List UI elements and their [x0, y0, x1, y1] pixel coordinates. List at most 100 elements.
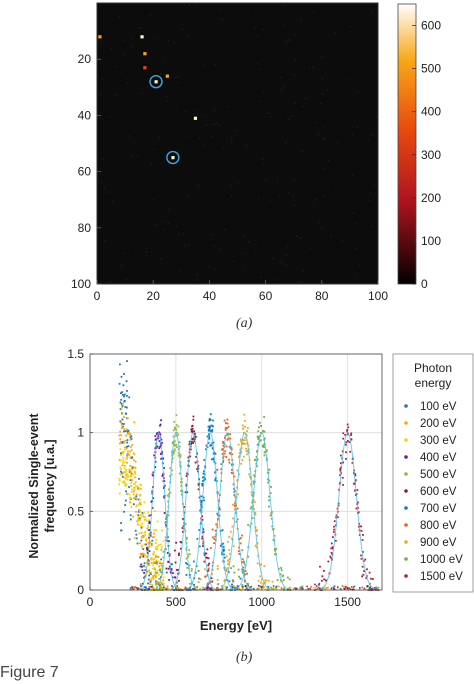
data-point — [260, 578, 263, 581]
data-point — [126, 394, 128, 397]
data-point — [330, 557, 333, 559]
data-point — [139, 510, 141, 513]
data-point — [231, 503, 234, 506]
legend-marker-200-eV — [404, 421, 408, 425]
noise-pixel — [287, 118, 290, 121]
noise-pixel — [219, 248, 221, 250]
data-point — [120, 421, 123, 424]
data-point — [195, 455, 198, 458]
data-point — [190, 443, 192, 445]
data-point — [119, 473, 122, 476]
data-point — [121, 404, 124, 407]
noise-pixel — [323, 139, 325, 141]
data-point — [339, 469, 342, 472]
data-point — [211, 430, 213, 433]
colorbar-tick-label: 500 — [421, 62, 441, 76]
data-point — [169, 570, 172, 573]
noise-pixel — [286, 245, 288, 247]
data-point — [149, 534, 152, 537]
noise-pixel — [282, 25, 285, 27]
noise-pixel — [313, 11, 315, 13]
data-point — [124, 448, 126, 451]
data-point — [133, 496, 136, 499]
data-point — [151, 585, 154, 588]
data-point — [139, 483, 142, 486]
baseline-point — [333, 585, 336, 588]
data-point — [335, 516, 338, 519]
data-point — [238, 452, 241, 455]
noise-pixel — [160, 258, 162, 260]
data-point — [144, 586, 147, 589]
data-point — [139, 514, 142, 516]
data-point — [227, 563, 229, 566]
data-point — [190, 442, 193, 444]
data-point — [137, 519, 140, 521]
data-point — [177, 433, 180, 436]
noise-pixel — [354, 273, 357, 276]
data-point — [125, 406, 128, 409]
data-point — [222, 548, 225, 551]
data-point — [264, 581, 267, 584]
data-point — [265, 450, 268, 453]
data-point — [209, 419, 212, 421]
baseline-point — [258, 587, 261, 590]
data-point — [123, 480, 126, 483]
data-point — [233, 475, 236, 478]
data-point — [138, 519, 141, 522]
data-point — [228, 461, 231, 464]
baseline-point — [215, 588, 218, 591]
baseline-point — [224, 585, 226, 588]
data-point — [342, 437, 345, 440]
data-point — [135, 495, 138, 498]
data-point — [207, 442, 210, 444]
data-point — [181, 527, 184, 529]
data-point — [214, 529, 217, 532]
data-point — [155, 583, 157, 586]
data-point — [188, 440, 191, 443]
data-point — [282, 574, 285, 577]
data-point — [147, 560, 150, 563]
data-point — [159, 453, 162, 455]
noise-pixel — [215, 122, 218, 125]
baseline-point — [221, 587, 224, 590]
data-point — [199, 578, 202, 581]
data-point — [127, 476, 129, 479]
data-point — [256, 529, 258, 531]
baseline-point — [323, 588, 326, 590]
data-point — [120, 392, 122, 395]
legend-marker-600-eV — [404, 489, 408, 493]
data-point — [370, 588, 373, 590]
data-point — [121, 451, 124, 453]
noise-pixel — [308, 66, 311, 68]
baseline-point — [288, 586, 291, 589]
data-point — [228, 580, 231, 583]
noise-pixel — [299, 237, 302, 239]
noise-pixel — [234, 271, 236, 273]
data-point — [126, 478, 129, 481]
noise-pixel — [311, 66, 314, 68]
data-point — [223, 553, 225, 556]
data-point — [145, 539, 148, 542]
noise-pixel — [122, 54, 125, 56]
data-point — [145, 570, 148, 573]
data-point — [232, 565, 235, 568]
noise-pixel — [292, 195, 294, 197]
data-point — [206, 548, 209, 551]
data-point — [121, 412, 124, 415]
data-point — [139, 542, 141, 545]
noise-pixel — [254, 27, 256, 29]
data-point — [222, 545, 225, 548]
data-point — [120, 454, 122, 456]
data-point — [126, 445, 128, 448]
data-point — [228, 452, 231, 454]
baseline-point — [339, 588, 342, 590]
baseline-point — [280, 587, 283, 590]
noise-pixel — [183, 223, 185, 225]
data-point — [148, 550, 151, 553]
data-point — [239, 542, 242, 545]
data-point — [340, 466, 342, 469]
data-point — [130, 457, 133, 459]
data-point — [216, 512, 219, 515]
noise-pixel — [125, 278, 128, 280]
data-point — [161, 583, 163, 586]
